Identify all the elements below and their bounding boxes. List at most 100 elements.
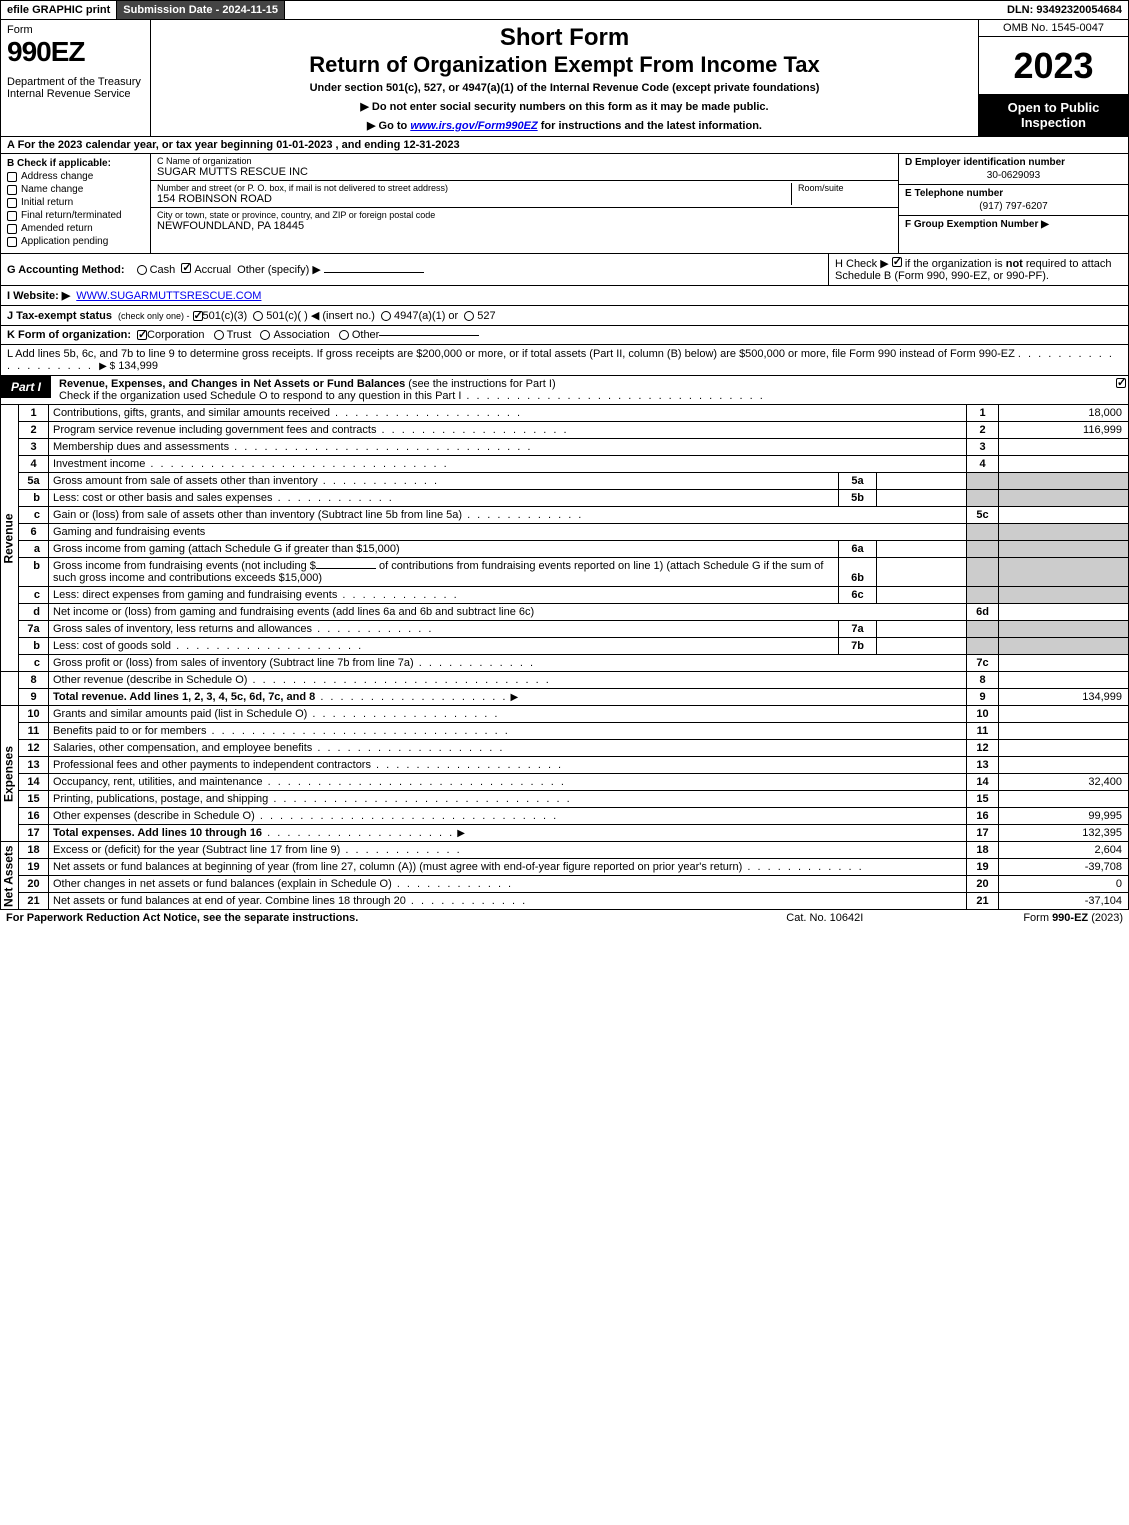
line-no: 1 bbox=[19, 405, 49, 422]
footer-formref: Form 990-EZ (2023) bbox=[1023, 912, 1123, 924]
irs-label: Internal Revenue Service bbox=[7, 88, 144, 100]
cb-application-pending[interactable] bbox=[7, 237, 17, 247]
top-bar: efile GRAPHIC print Submission Date - 20… bbox=[0, 0, 1129, 20]
cb-final-return[interactable] bbox=[7, 211, 17, 221]
part1-title: Revenue, Expenses, and Changes in Net As… bbox=[51, 376, 1114, 404]
row-gh: G Accounting Method: Cash Accrual Other … bbox=[1, 254, 1128, 286]
org-city: NEWFOUNDLAND, PA 18445 bbox=[157, 220, 892, 232]
org-street: 154 ROBINSON ROAD bbox=[157, 193, 785, 205]
val-20: 0 bbox=[999, 876, 1129, 893]
radio-association[interactable] bbox=[260, 330, 270, 340]
cb-name-change[interactable] bbox=[7, 185, 17, 195]
cb-label: Name change bbox=[21, 184, 83, 195]
radio-other-org[interactable] bbox=[339, 330, 349, 340]
cb-label: Amended return bbox=[21, 223, 93, 234]
dln-label: DLN: 93492320054684 bbox=[1001, 1, 1128, 19]
phone-value: (917) 797-6207 bbox=[905, 201, 1122, 212]
val-2: 116,999 bbox=[999, 422, 1129, 439]
form-header: Form 990EZ Department of the Treasury In… bbox=[0, 20, 1129, 137]
cb-address-change[interactable] bbox=[7, 172, 17, 182]
val-14: 32,400 bbox=[999, 774, 1129, 791]
part1-tab: Part I bbox=[1, 376, 51, 398]
page-footer: For Paperwork Reduction Act Notice, see … bbox=[0, 910, 1129, 926]
l-value: 134,999 bbox=[118, 360, 158, 372]
g-accrual: Accrual bbox=[194, 264, 231, 276]
ein-value: 30-0629093 bbox=[905, 170, 1122, 181]
radio-4947[interactable] bbox=[381, 311, 391, 321]
j-label: J Tax-exempt status bbox=[7, 310, 112, 322]
tax-year: 2023 bbox=[979, 37, 1128, 94]
cb-initial-return[interactable] bbox=[7, 198, 17, 208]
form-number: 990EZ bbox=[7, 36, 144, 68]
val-1: 18,000 bbox=[999, 405, 1129, 422]
g-cash: Cash bbox=[150, 264, 176, 276]
section-a: A For the 2023 calendar year, or tax yea… bbox=[0, 137, 1129, 154]
d-label: D Employer identification number bbox=[905, 157, 1122, 168]
radio-trust[interactable] bbox=[214, 330, 224, 340]
cb-501c3[interactable] bbox=[193, 311, 203, 321]
header-subtitle: Under section 501(c), 527, or 4947(a)(1)… bbox=[159, 82, 970, 94]
cb-schedule-b-not-required[interactable] bbox=[892, 257, 902, 267]
info-grid: B Check if applicable: Address change Na… bbox=[0, 154, 1129, 254]
cb-label: Initial return bbox=[21, 197, 73, 208]
val-16: 99,995 bbox=[999, 808, 1129, 825]
title-short-form: Short Form bbox=[159, 24, 970, 52]
header-center: Short Form Return of Organization Exempt… bbox=[151, 20, 978, 136]
cb-label: Final return/terminated bbox=[21, 210, 122, 221]
radio-527[interactable] bbox=[464, 311, 474, 321]
footer-paperwork: For Paperwork Reduction Act Notice, see … bbox=[6, 912, 786, 924]
val-18: 2,604 bbox=[999, 842, 1129, 859]
c-room-label: Room/suite bbox=[798, 183, 892, 193]
cb-label: Address change bbox=[21, 171, 93, 182]
part1-table: Revenue 1 Contributions, gifts, grants, … bbox=[0, 405, 1129, 910]
irs-link[interactable]: www.irs.gov/Form990EZ bbox=[410, 120, 537, 132]
val-9: 134,999 bbox=[999, 689, 1129, 706]
k-other-input[interactable] bbox=[379, 335, 479, 336]
header-left: Form 990EZ Department of the Treasury In… bbox=[1, 20, 151, 136]
submission-date-label: Submission Date - 2024-11-15 bbox=[117, 1, 285, 19]
cb-label: Application pending bbox=[21, 236, 108, 247]
b-header: B Check if applicable: bbox=[7, 158, 144, 169]
val-17: 132,395 bbox=[999, 825, 1129, 842]
i-label: I Website: ▶ bbox=[7, 289, 70, 302]
g-other-input[interactable] bbox=[324, 272, 424, 273]
val-21: -37,104 bbox=[999, 893, 1129, 910]
g-label: G Accounting Method: bbox=[7, 264, 125, 276]
c-city-label: City or town, state or province, country… bbox=[157, 210, 892, 220]
side-revenue: Revenue bbox=[1, 405, 19, 672]
cb-amended-return[interactable] bbox=[7, 224, 17, 234]
cb-corporation[interactable] bbox=[137, 330, 147, 340]
cb-accrual[interactable] bbox=[181, 263, 191, 273]
instruction-ssn: ▶ Do not enter social security numbers o… bbox=[159, 100, 970, 113]
h-block: H Check ▶ if the organization is not req… bbox=[828, 254, 1128, 285]
row-i: I Website: ▶ WWW.SUGARMUTTSRESCUE.COM bbox=[1, 286, 1128, 306]
open-public-badge: Open to Public Inspection bbox=[979, 94, 1128, 136]
row-l: L Add lines 5b, 6c, and 7b to line 9 to … bbox=[1, 345, 1128, 375]
column-b: B Check if applicable: Address change Na… bbox=[1, 154, 151, 253]
f-label: F Group Exemption Number ▶ bbox=[905, 219, 1122, 230]
column-def: D Employer identification number 30-0629… bbox=[898, 154, 1128, 253]
instruction-goto: ▶ Go to www.irs.gov/Form990EZ for instru… bbox=[159, 119, 970, 132]
side-netassets: Net Assets bbox=[1, 842, 19, 910]
c-name-label: C Name of organization bbox=[157, 156, 892, 166]
j-subnote: (check only one) - bbox=[118, 311, 190, 321]
row-j: J Tax-exempt status (check only one) - 5… bbox=[1, 306, 1128, 326]
website-link[interactable]: WWW.SUGARMUTTSRESCUE.COM bbox=[76, 290, 261, 302]
c-street-label: Number and street (or P. O. box, if mail… bbox=[157, 183, 785, 193]
radio-cash[interactable] bbox=[137, 265, 147, 275]
header-right: OMB No. 1545-0047 2023 Open to Public In… bbox=[978, 20, 1128, 136]
radio-501c[interactable] bbox=[253, 311, 263, 321]
part1-schedule-o-check[interactable] bbox=[1114, 376, 1128, 393]
part1-header: Part I Revenue, Expenses, and Changes in… bbox=[0, 376, 1129, 405]
title-return: Return of Organization Exempt From Incom… bbox=[159, 52, 970, 78]
omb-number: OMB No. 1545-0047 bbox=[979, 20, 1128, 37]
e-label: E Telephone number bbox=[905, 188, 1122, 199]
org-name: SUGAR MUTTS RESCUE INC bbox=[157, 166, 892, 178]
g-other: Other (specify) ▶ bbox=[237, 264, 321, 276]
form-word: Form bbox=[7, 24, 144, 36]
side-expenses: Expenses bbox=[1, 706, 19, 842]
lower-info: G Accounting Method: Cash Accrual Other … bbox=[0, 254, 1129, 376]
dept-label: Department of the Treasury bbox=[7, 76, 144, 88]
k-label: K Form of organization: bbox=[7, 329, 131, 341]
efile-print-label[interactable]: efile GRAPHIC print bbox=[1, 1, 117, 19]
